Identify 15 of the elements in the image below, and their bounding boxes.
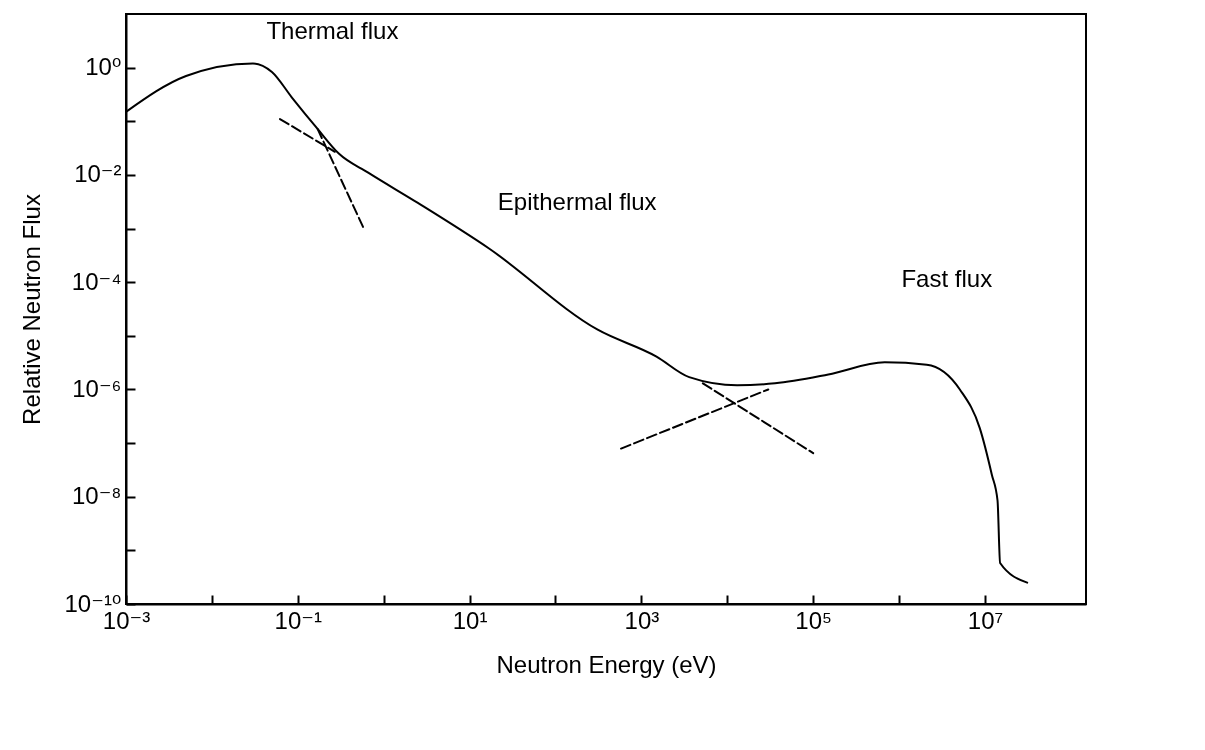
y-tick-label: 10⁰ [85, 53, 122, 81]
x-tick-label: 10¹ [452, 606, 488, 634]
x-tick-label: 10⁵ [795, 606, 833, 634]
y-axis-title: Relative Neutron Flux [17, 194, 45, 425]
annotation: Fast flux [901, 264, 993, 292]
y-tick-label: 10⁻⁶ [72, 374, 122, 402]
x-tick-label: 10⁻¹ [274, 606, 322, 634]
x-tick-label: 10⁷ [967, 606, 1004, 634]
x-tick-label: 10³ [624, 606, 660, 634]
annotation: Thermal flux [266, 16, 399, 44]
y-tick-label: 10⁻⁸ [72, 482, 122, 510]
x-axis-title: Neutron Energy (eV) [496, 650, 717, 678]
y-tick-label: 10⁻⁴ [71, 267, 122, 295]
y-tick-label: 10⁻² [74, 160, 122, 188]
annotation: Epithermal flux [497, 187, 657, 215]
